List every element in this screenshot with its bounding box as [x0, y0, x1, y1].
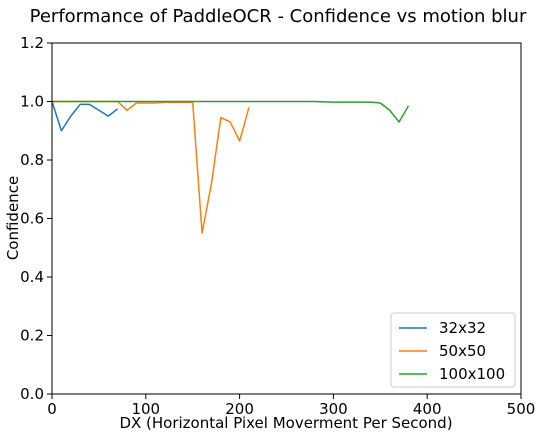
x-tick-label: 0 [47, 400, 57, 418]
y-tick-label: 1.2 [20, 34, 44, 52]
y-tick-label: 0.4 [20, 268, 44, 286]
y-tick-label: 0.0 [20, 385, 44, 403]
legend-label-100x100: 100x100 [439, 365, 505, 383]
x-axis-label: DX (Horizontal Pixel Moverment Per Secon… [119, 414, 452, 432]
legend-box [390, 312, 516, 388]
chart-title: Performance of PaddleOCR - Confidence vs… [30, 6, 527, 27]
y-tick-label: 0.2 [20, 327, 44, 345]
x-tick-label: 100 [131, 400, 160, 418]
y-tick-label: 0.8 [20, 151, 44, 169]
x-tick-label: 300 [319, 400, 348, 418]
legend: 32x32 50x50 100x100 [390, 312, 516, 388]
series-line-50x50 [52, 100, 250, 234]
y-tick-label: 1.0 [20, 93, 44, 111]
x-tick-label: 500 [507, 400, 536, 418]
series-line-100x100 [52, 100, 410, 123]
y-tick-label: 0.6 [20, 210, 44, 228]
x-tick-label: 400 [413, 400, 442, 418]
legend-label-50x50: 50x50 [439, 342, 486, 360]
legend-label-32x32: 32x32 [439, 319, 486, 337]
plot-area: 0 100 200 300 400 500 0.0 0.2 0.4 0.6 0.8 1.0 1.2 [20, 34, 535, 418]
x-tick-label: 200 [225, 400, 254, 418]
y-axis-label: Confidence [4, 176, 22, 260]
series-line-32x32 [51, 101, 119, 132]
